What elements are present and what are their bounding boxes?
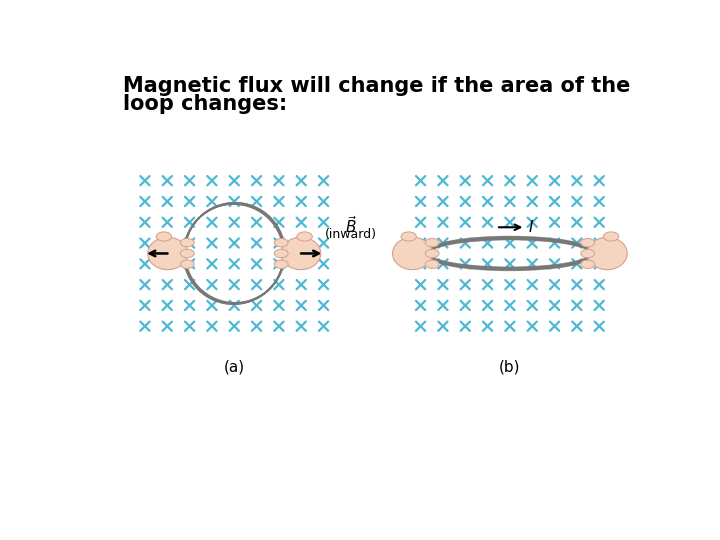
Ellipse shape (603, 232, 618, 241)
Ellipse shape (426, 260, 439, 268)
Text: $\vec{B}$: $\vec{B}$ (345, 215, 358, 236)
Ellipse shape (392, 237, 433, 269)
Ellipse shape (274, 239, 288, 247)
Text: (inward): (inward) (325, 228, 377, 241)
Ellipse shape (426, 249, 439, 258)
Text: loop changes:: loop changes: (122, 94, 287, 114)
Ellipse shape (180, 249, 194, 258)
Text: (a): (a) (224, 360, 245, 375)
Ellipse shape (581, 260, 595, 268)
Ellipse shape (180, 260, 194, 268)
Ellipse shape (180, 239, 194, 247)
Ellipse shape (148, 237, 188, 269)
Text: Magnetic flux will change if the area of the: Magnetic flux will change if the area of… (122, 76, 630, 96)
Ellipse shape (581, 249, 595, 258)
Text: $I$: $I$ (528, 219, 534, 235)
Ellipse shape (274, 249, 288, 258)
Ellipse shape (401, 232, 416, 241)
Ellipse shape (297, 232, 312, 241)
Ellipse shape (274, 260, 288, 268)
Ellipse shape (581, 239, 595, 247)
Ellipse shape (426, 239, 439, 247)
Ellipse shape (156, 232, 171, 241)
Ellipse shape (588, 237, 627, 269)
Text: (b): (b) (499, 360, 521, 375)
Ellipse shape (281, 237, 321, 269)
